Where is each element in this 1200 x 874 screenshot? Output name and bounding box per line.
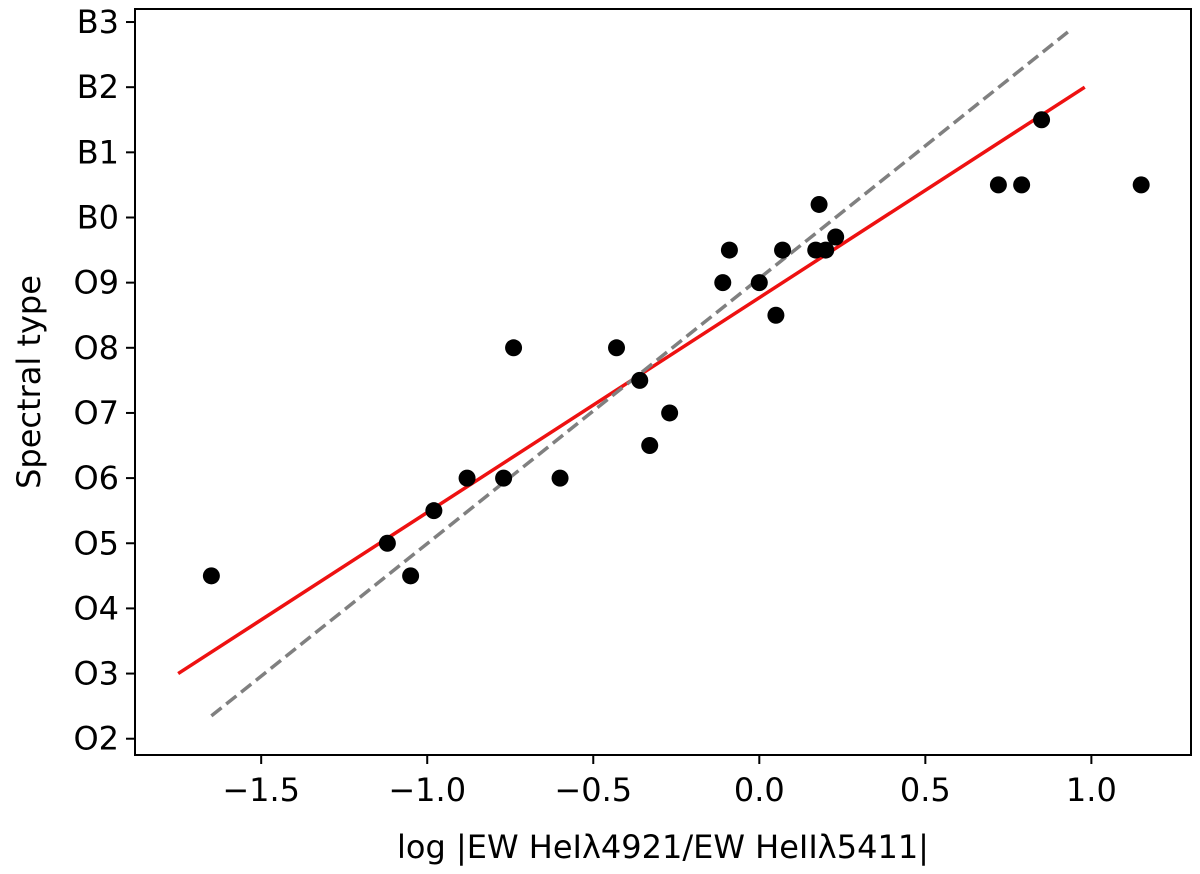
data-point bbox=[767, 306, 785, 324]
data-point bbox=[1033, 111, 1051, 129]
data-point bbox=[425, 502, 443, 520]
y-axis-label: Spectral type bbox=[10, 275, 48, 489]
y-tick-label: O2 bbox=[73, 720, 119, 758]
data-point bbox=[1132, 176, 1150, 194]
x-tick-label: 0.5 bbox=[900, 771, 951, 809]
y-tick-label: O5 bbox=[73, 524, 119, 562]
x-tick-label: 0.0 bbox=[734, 771, 785, 809]
x-tick-label: −1.5 bbox=[222, 771, 300, 809]
y-axis-ticks: O2 O3 O4 O5 O6 O7 O8 O9 B0 B1 B2 B3 bbox=[73, 3, 135, 758]
dashed-fit-line bbox=[210, 30, 1070, 718]
y-tick-label: O6 bbox=[73, 459, 119, 497]
x-axis-label: log |EW HeIλ4921/EW HeIIλ5411| bbox=[397, 828, 929, 866]
x-tick-label: 1.0 bbox=[1066, 771, 1117, 809]
data-point bbox=[608, 339, 626, 357]
y-tick-label: O4 bbox=[73, 589, 119, 627]
data-point bbox=[495, 469, 513, 487]
data-point bbox=[810, 195, 828, 213]
y-tick-label: B3 bbox=[77, 3, 119, 41]
y-tick-label: O7 bbox=[73, 394, 119, 432]
data-point bbox=[505, 339, 523, 357]
data-point bbox=[458, 469, 476, 487]
y-tick-label: O3 bbox=[73, 655, 119, 693]
data-point bbox=[989, 176, 1007, 194]
data-point bbox=[817, 241, 835, 259]
data-point bbox=[378, 534, 396, 552]
data-point bbox=[714, 274, 732, 292]
data-point bbox=[202, 567, 220, 585]
y-tick-label: B2 bbox=[77, 68, 119, 106]
data-point bbox=[1013, 176, 1031, 194]
data-point bbox=[402, 567, 420, 585]
y-tick-label: O8 bbox=[73, 329, 119, 367]
x-tick-label: −1.0 bbox=[388, 771, 466, 809]
data-point bbox=[774, 241, 792, 259]
data-point bbox=[631, 371, 649, 389]
data-point bbox=[551, 469, 569, 487]
data-point bbox=[720, 241, 738, 259]
y-tick-label: B1 bbox=[77, 133, 119, 171]
fit-lines-layer bbox=[177, 30, 1086, 718]
data-point bbox=[661, 404, 679, 422]
data-point bbox=[827, 228, 845, 246]
y-tick-label: O9 bbox=[73, 264, 119, 302]
y-tick-label: B0 bbox=[77, 198, 119, 236]
data-point bbox=[641, 437, 659, 455]
data-points-layer bbox=[202, 111, 1150, 585]
data-point bbox=[750, 274, 768, 292]
plot-frame bbox=[134, 8, 1192, 756]
x-tick-label: −0.5 bbox=[554, 771, 632, 809]
x-axis-ticks: −1.5 −1.0 −0.5 0.0 0.5 1.0 bbox=[222, 755, 1117, 809]
